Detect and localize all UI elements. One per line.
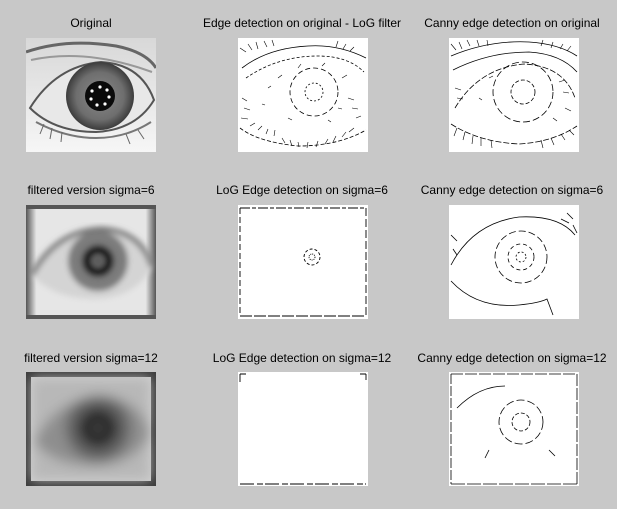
- title-original: Original: [70, 16, 112, 30]
- image-original-eye: [26, 38, 156, 152]
- image-canny-edges-original: [449, 38, 579, 152]
- title-canny-sigma12: Canny edge detection on sigma=12: [417, 351, 607, 365]
- title-log-original: Edge detection on original - LoG filter: [202, 16, 402, 30]
- title-filtered-sigma12: filtered version sigma=12: [24, 351, 158, 365]
- image-log-edges-sigma12: [238, 372, 368, 486]
- image-log-edges-sigma6: [238, 205, 368, 319]
- title-log-sigma12: LoG Edge detection on sigma=12: [212, 351, 392, 365]
- image-filtered-sigma12: [26, 372, 156, 486]
- title-filtered-sigma6: filtered version sigma=6: [27, 183, 155, 197]
- image-canny-edges-sigma6: [449, 205, 579, 319]
- image-canny-edges-sigma12: [449, 372, 579, 486]
- title-log-sigma6: LoG Edge detection on sigma=6: [216, 183, 388, 197]
- image-filtered-sigma6: [26, 205, 156, 319]
- image-log-edges-original: [238, 38, 368, 152]
- title-canny-sigma6: Canny edge detection on sigma=6: [420, 183, 604, 197]
- title-canny-original: Canny edge detection on original: [424, 16, 600, 30]
